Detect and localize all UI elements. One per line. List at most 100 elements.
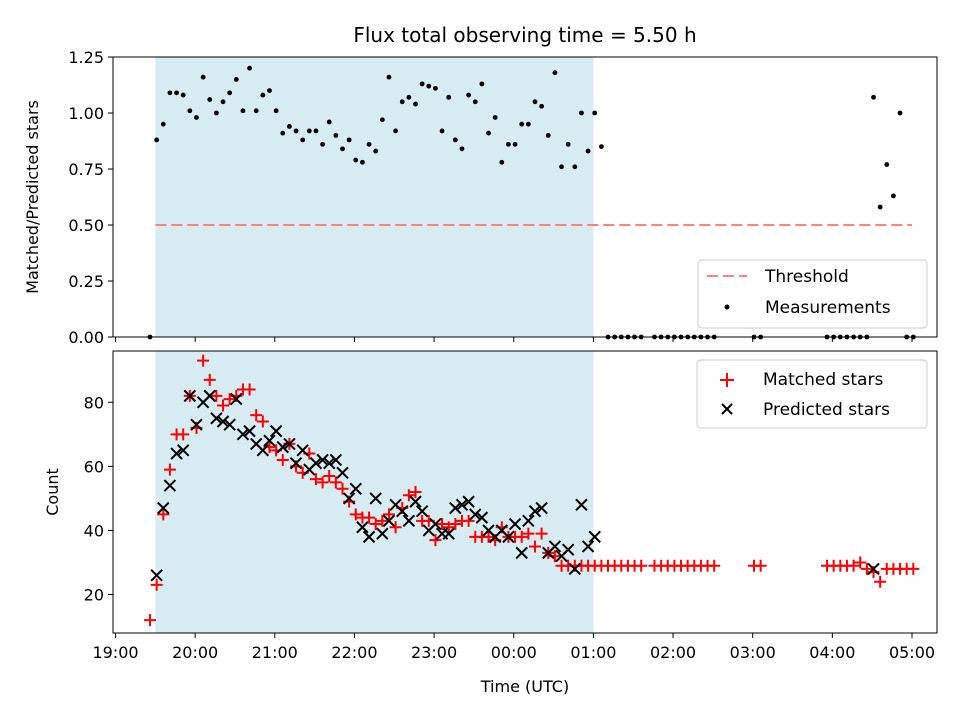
predicted-star-point [588,530,601,544]
measurement-point [386,74,392,80]
y-tick-label: 40 [84,521,104,540]
measurement-point [194,115,199,120]
matched-star-point [349,508,362,521]
measurement-point [200,74,206,80]
predicted-star-point [230,392,243,406]
measurement-point [585,148,591,154]
matched-star-point [442,521,455,534]
predicted-star-point [190,418,203,431]
measurement-point [213,110,219,116]
predicted-star-point [203,389,216,403]
bottom-y-axis-label: Count [43,468,62,516]
legend-measurements-label: Measurements [765,298,891,318]
measurement-point [519,121,525,127]
measurement-point [877,204,883,210]
matched-star-point [323,469,336,482]
matched-star-point [210,389,223,402]
matched-star-point [336,482,349,495]
predicted-star-point [415,505,429,518]
bottom-panel: 20 40 60 80 19:00 20:00 21:00 22:00 23:00 00:00 0… [43,350,938,696]
predicted-star-point [548,540,562,553]
measurement-point [459,146,465,152]
predicted-star-points [150,389,880,582]
y-tick-label: 1.25 [68,48,104,67]
matched-star-point [409,486,422,498]
predicted-star-point [522,514,535,528]
matched-star-point [874,575,887,588]
matched-star-point [907,562,920,575]
predicted-star-point [210,412,223,425]
measurement-point [525,121,531,127]
measurement-point [180,92,186,98]
measurement-point [373,148,379,154]
measurement-point [227,90,233,96]
measurement-point [379,117,385,123]
predicted-star-point [369,492,382,505]
matched-star-point [309,473,322,486]
matched-star-point [528,540,541,553]
x-tick-label: 20:00 [172,643,218,662]
measurement-point [346,137,352,143]
measurement-point [891,193,896,199]
top-y-ticks: 0.00 0.25 0.50 0.75 1.00 1.25 [68,48,113,347]
predicted-star-point [362,530,376,544]
measurement-point [406,94,412,100]
predicted-star-point [535,501,548,515]
matched-star-point [223,393,236,406]
matched-star-point [754,559,767,572]
predicted-star-point [170,447,183,460]
x-tick-label: 05:00 [889,643,935,662]
measurement-point [472,99,478,105]
predicted-star-point [163,479,177,492]
matched-star-point [144,614,157,627]
predicted-star-point [176,444,190,457]
y-tick-label: 80 [84,393,104,412]
x-tick-label: 22:00 [331,643,377,662]
y-tick-label: 20 [84,586,104,605]
predicted-star-point [449,501,462,515]
top-axes-frame [112,56,938,338]
measurement-point [260,92,266,98]
bottom-x-ticks: 19:00 20:00 21:00 22:00 23:00 00:00 01:00 02:00… [92,633,935,662]
matched-star-points [144,354,920,627]
x-tick-label: 04:00 [809,643,855,662]
predicted-star-point [475,511,489,524]
measurement-point [884,162,890,167]
matched-star-point [363,511,376,524]
measurement-point [233,77,239,82]
measurement-point [466,92,472,98]
x-tick-label: 01:00 [570,643,616,662]
top-panel: 0.00 0.25 0.50 0.75 1.00 1.25 Matched/Predict… [23,48,938,347]
matched-star-point [382,508,395,521]
predicted-star-point [382,514,396,528]
matched-star-point [376,514,389,527]
predicted-star-point [263,434,276,447]
measurement-point [353,157,359,163]
predicted-star-point [296,444,309,457]
measurement-point [512,141,518,147]
legend-predicted-swatch [721,403,733,415]
observing-interval-shade [155,57,594,337]
matched-star-point [854,556,867,569]
predicted-star-point [429,517,442,531]
matched-star-point [197,354,210,367]
predicted-star-point [276,440,289,454]
matched-star-point [515,530,528,543]
matched-star-point [535,527,548,540]
y-tick-label: 60 [84,457,104,476]
measurement-point [207,97,213,102]
predicted-star-point [342,492,356,505]
matched-star-point [847,559,860,572]
measurement-point [446,94,452,100]
y-tick-label: 0.75 [68,160,104,179]
predicted-star-point [402,514,416,528]
y-tick-label: 0.25 [68,272,104,291]
predicted-star-point [269,424,283,438]
predicted-star-point [243,424,256,438]
y-tick-label: 0.50 [68,216,104,235]
predicted-star-point [289,456,303,470]
measurement-point [187,108,193,114]
measurement-point [592,110,598,116]
predicted-star-point [150,569,163,582]
predicted-star-point [508,517,522,531]
